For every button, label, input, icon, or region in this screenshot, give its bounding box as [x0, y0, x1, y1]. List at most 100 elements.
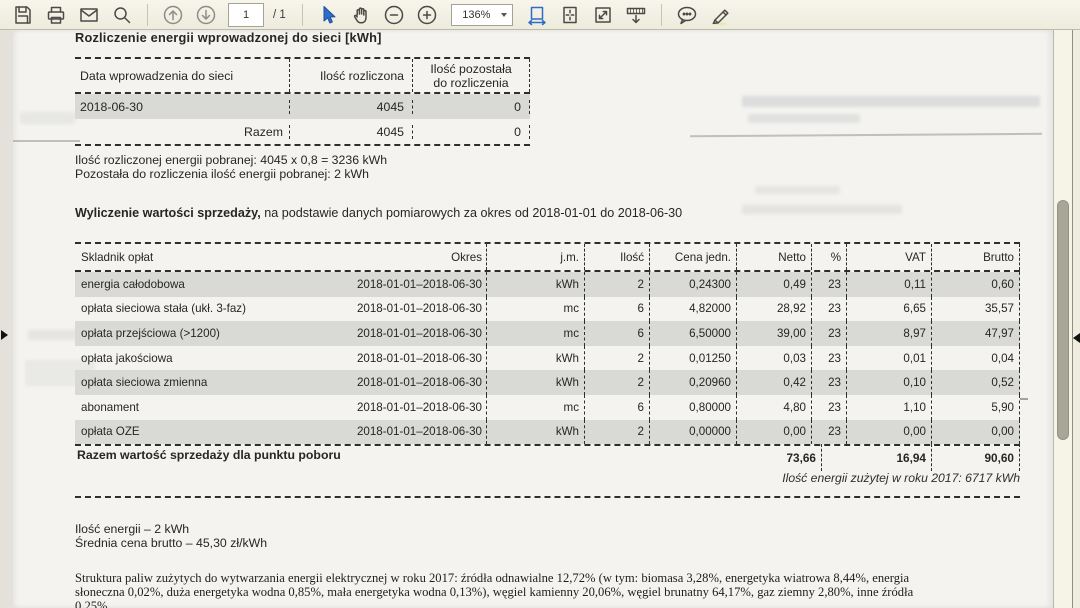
dashed-separator [75, 496, 1020, 498]
cell-brutto: 47,97 [932, 321, 1020, 346]
cell-date: 2018-06-30 [75, 99, 290, 114]
cell-qty: 6 [585, 296, 650, 322]
select-tool-button[interactable] [313, 2, 343, 28]
cell-vat: 6,65 [847, 296, 932, 322]
print-icon [47, 6, 65, 24]
cell-brutto: 0,04 [932, 345, 1020, 371]
cell-component: opłata sieciowa stała (ukł. 3-faz) [81, 302, 246, 316]
cell-vat: 0,10 [847, 370, 932, 395]
fit-width-button[interactable] [522, 2, 552, 28]
cell-unitprice: 4,82000 [650, 296, 737, 322]
cell-unit: kWh [487, 272, 585, 297]
paper-crease [689, 132, 1043, 137]
actual-size-button[interactable] [588, 2, 618, 28]
comment-icon [677, 6, 697, 24]
fit-page-icon [563, 6, 577, 23]
cell-unit: kWh [487, 345, 585, 371]
cell-brutto: 5,90 [932, 394, 1020, 420]
cell-total-label: Razem [75, 124, 290, 139]
cell-brutto: 0,00 [932, 419, 1020, 445]
zoom-out-button[interactable] [379, 2, 409, 28]
cell-netto: 39,00 [737, 321, 812, 346]
cell-period: 2018-01-01–2018-06-30 [330, 394, 487, 420]
cell-netto: 28,92 [737, 296, 812, 322]
column-header: VAT [847, 244, 932, 270]
cell-vatrate: 23 [812, 321, 847, 346]
cell-vat: 0,11 [847, 272, 932, 297]
bleedthrough-artifact [742, 96, 1040, 107]
yearly-usage-note: Ilość energii zużytej w roku 2017: 6717 … [782, 471, 1020, 485]
table-row: 2018-06-30 4045 0 [75, 94, 530, 119]
scrollbar-thumb[interactable] [1057, 200, 1069, 440]
table-row: opłata OZE 2018-01-01–2018-06-30 kWh 2 0… [75, 419, 1020, 445]
cell-period: 2018-01-01–2018-06-30 [330, 370, 487, 395]
avg-price-line: Średnia cena brutto – 45,30 zł/kWh [75, 536, 268, 550]
save-icon [15, 5, 31, 24]
zoom-out-icon [384, 5, 404, 24]
column-header: Netto [737, 244, 812, 270]
page-number-input[interactable] [228, 2, 264, 27]
cell-period: 2018-01-01–2018-06-30 [330, 296, 487, 322]
cell-component: opłata przejściowa (>1200) [81, 326, 220, 340]
zoom-in-button[interactable] [412, 2, 442, 28]
column-header: Okres [330, 244, 487, 270]
cell-unit: mc [487, 321, 585, 346]
table-row: opłata sieciowa zmienna 2018-01-01–2018-… [75, 370, 1020, 395]
cell-remaining: 0 [413, 99, 530, 114]
cell-vatrate: 23 [812, 272, 847, 297]
cell-netto: 0,00 [737, 419, 812, 445]
email-button[interactable] [74, 2, 104, 28]
cell-unitprice: 0,24300 [650, 272, 737, 297]
scan-artifact [1020, 398, 1028, 400]
print-button[interactable] [41, 2, 71, 28]
zoom-level-select[interactable]: 136% [450, 3, 513, 26]
cell-component: abonament [81, 400, 140, 414]
table-row: opłata jakościowa 2018-01-01–2018-06-30 … [75, 345, 1020, 371]
column-header: Ilość pozostała do rozliczenia [413, 59, 530, 92]
highlighter-icon [712, 8, 729, 25]
next-page-button[interactable] [191, 2, 221, 28]
comment-button[interactable] [672, 2, 702, 28]
cell-unitprice: 0,00000 [650, 419, 737, 445]
fit-visible-icon [626, 7, 646, 23]
hand-tool-icon [353, 6, 367, 24]
document-page: Rozliczenie energii wprowadzonej do siec… [13, 30, 1053, 608]
page-count-label: / 1 [273, 8, 286, 21]
cell-brutto: 35,57 [932, 296, 1020, 322]
left-panel-toggle[interactable] [1, 330, 8, 340]
cell-brutto: 0,52 [932, 370, 1020, 395]
cell-unit: mc [487, 296, 585, 322]
cell-vatrate: 23 [812, 345, 847, 371]
search-icon [114, 6, 131, 23]
cell-unitprice: 6,50000 [650, 321, 737, 346]
section2-heading: Wyliczenie wartości sprzedaży, na podsta… [75, 206, 683, 220]
cell-qty: 2 [585, 345, 650, 371]
previous-page-button[interactable] [158, 2, 188, 28]
column-header: Ilość rozliczona [290, 59, 413, 92]
cell-component: energia całodobowa [81, 277, 185, 291]
cell-vatrate: 23 [812, 370, 847, 395]
remaining-energy-line: Pozostała do rozliczenia ilość energii p… [75, 167, 369, 181]
fit-visible-button[interactable] [621, 2, 651, 28]
column-header: Skladnik opłat [81, 250, 154, 264]
column-header: Data wprowadzenia do sieci [75, 59, 290, 92]
search-button[interactable] [107, 2, 137, 28]
cell-vat: 8,97 [847, 321, 932, 346]
bleedthrough-artifact [742, 205, 902, 214]
right-panel-toggle[interactable] [1073, 333, 1080, 343]
cell-netto: 4,80 [737, 394, 812, 420]
zoom-level-value: 136% [462, 8, 491, 21]
cell-qty: 6 [585, 394, 650, 420]
fit-page-button[interactable] [555, 2, 585, 28]
column-header: Brutto [932, 244, 1020, 270]
cell-vat: 0,01 [847, 345, 932, 371]
cell-unitprice: 0,20960 [650, 370, 737, 395]
cell-netto: 0,42 [737, 370, 812, 395]
summary-label: Razem wartość sprzedaży dla punktu pobor… [77, 448, 341, 462]
highlighter-button[interactable] [705, 2, 735, 28]
cell-settled: 4045 [290, 99, 413, 114]
cell-unit: kWh [487, 419, 585, 445]
cell-vat: 0,00 [847, 419, 932, 445]
save-button[interactable] [8, 2, 38, 28]
hand-tool-button[interactable] [346, 2, 376, 28]
